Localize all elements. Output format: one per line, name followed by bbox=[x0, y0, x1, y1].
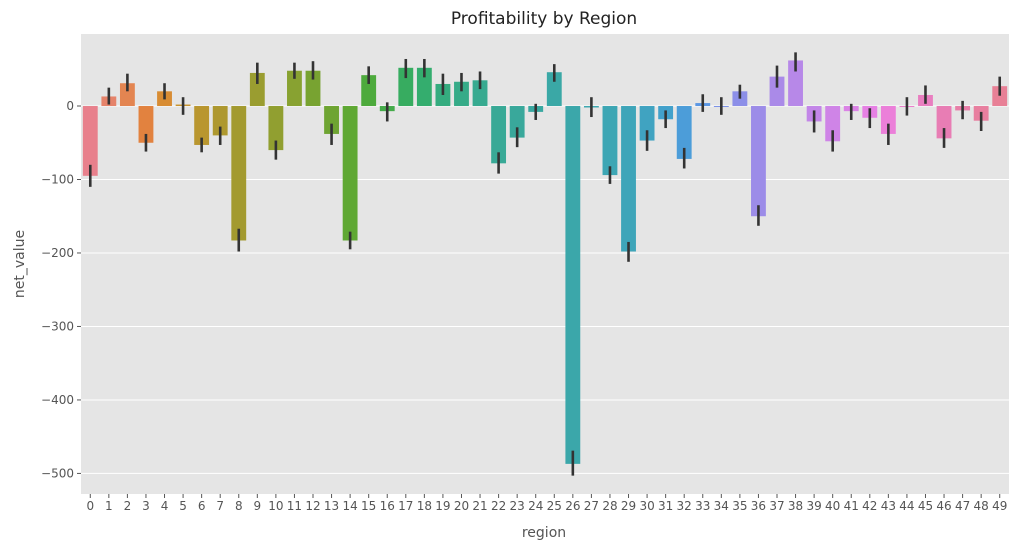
bar-14 bbox=[342, 106, 358, 241]
x-tick-label: 5 bbox=[179, 499, 187, 513]
bar-21 bbox=[472, 80, 488, 107]
x-tick-label: 24 bbox=[528, 499, 543, 513]
x-tick-label: 8 bbox=[235, 499, 243, 513]
bar-20 bbox=[454, 81, 469, 107]
x-tick-label: 9 bbox=[253, 499, 261, 513]
bar-26 bbox=[565, 106, 581, 464]
bar-36 bbox=[751, 106, 766, 217]
bar-40 bbox=[825, 106, 841, 142]
x-tick-label: 47 bbox=[955, 499, 970, 513]
x-tick-label: 41 bbox=[844, 499, 859, 513]
bar-17 bbox=[398, 67, 414, 107]
x-tick-label: 0 bbox=[86, 499, 94, 513]
x-tick-label: 10 bbox=[268, 499, 283, 513]
x-tick-label: 2 bbox=[124, 499, 132, 513]
y-tick-label: −300 bbox=[41, 319, 74, 333]
x-tick-label: 35 bbox=[732, 499, 747, 513]
x-tick-label: 34 bbox=[714, 499, 729, 513]
bar-6 bbox=[194, 106, 210, 145]
bar-22 bbox=[491, 106, 507, 164]
x-tick-label: 48 bbox=[974, 499, 989, 513]
x-tick-label: 28 bbox=[602, 499, 617, 513]
bar-12 bbox=[305, 70, 321, 107]
bar-10 bbox=[268, 106, 284, 151]
x-tick-label: 14 bbox=[342, 499, 357, 513]
bar-37 bbox=[769, 76, 785, 107]
x-axis-ticks: 0 1 2 3 4 5 6 7 8 9 10 11 12 13 14 15 16 17 18 19 20 21 22 23 24… bbox=[86, 494, 1007, 513]
x-tick-label: 13 bbox=[324, 499, 339, 513]
bar-46 bbox=[936, 106, 952, 139]
y-tick-label: −500 bbox=[41, 466, 74, 480]
x-axis-label: region bbox=[522, 525, 566, 541]
y-axis-ticks: −500 −400 −300 −200 −100 0 bbox=[41, 99, 81, 480]
x-tick-label: 11 bbox=[287, 499, 302, 513]
bar-28 bbox=[602, 106, 618, 176]
error-bars bbox=[88, 52, 1002, 476]
x-tick-label: 17 bbox=[398, 499, 413, 513]
x-tick-label: 20 bbox=[454, 499, 469, 513]
x-tick-label: 6 bbox=[198, 499, 206, 513]
bar-13 bbox=[324, 106, 339, 134]
bar-32 bbox=[676, 106, 692, 159]
x-tick-label: 45 bbox=[918, 499, 933, 513]
plot-area bbox=[81, 34, 1009, 494]
x-tick-label: 38 bbox=[788, 499, 803, 513]
bar-2 bbox=[119, 83, 135, 107]
bar-30 bbox=[639, 106, 655, 141]
x-tick-label: 21 bbox=[472, 499, 487, 513]
y-tick-label: 0 bbox=[66, 99, 74, 113]
bar-18 bbox=[416, 67, 432, 107]
x-tick-label: 30 bbox=[639, 499, 654, 513]
x-tick-label: 29 bbox=[621, 499, 636, 513]
chart-title: Profitability by Region bbox=[451, 9, 637, 29]
bar-3 bbox=[138, 106, 154, 143]
x-tick-label: 39 bbox=[806, 499, 821, 513]
x-tick-label: 22 bbox=[491, 499, 506, 513]
x-tick-label: 4 bbox=[161, 499, 169, 513]
x-tick-label: 19 bbox=[435, 499, 450, 513]
bars bbox=[82, 60, 1008, 464]
x-tick-label: 32 bbox=[677, 499, 692, 513]
bar-8 bbox=[231, 106, 247, 241]
x-tick-label: 26 bbox=[565, 499, 580, 513]
y-tick-label: −100 bbox=[41, 172, 74, 186]
x-tick-label: 44 bbox=[899, 499, 914, 513]
bar-15 bbox=[361, 75, 377, 107]
x-tick-label: 33 bbox=[695, 499, 710, 513]
y-tick-label: −400 bbox=[41, 393, 74, 407]
x-tick-label: 46 bbox=[936, 499, 951, 513]
x-tick-label: 49 bbox=[992, 499, 1007, 513]
x-tick-label: 16 bbox=[380, 499, 395, 513]
bar-29 bbox=[621, 106, 636, 252]
x-tick-label: 3 bbox=[142, 499, 150, 513]
x-tick-label: 23 bbox=[510, 499, 525, 513]
bar-23 bbox=[509, 106, 525, 138]
x-tick-label: 15 bbox=[361, 499, 376, 513]
x-tick-label: 36 bbox=[751, 499, 766, 513]
bar-9 bbox=[249, 72, 265, 107]
x-tick-label: 12 bbox=[305, 499, 320, 513]
y-tick-label: −200 bbox=[41, 246, 74, 260]
bar-0 bbox=[82, 106, 98, 176]
y-axis-label: net_value bbox=[12, 230, 28, 298]
x-tick-label: 18 bbox=[417, 499, 432, 513]
bar-43 bbox=[880, 106, 896, 134]
bar-49 bbox=[992, 86, 1008, 107]
bar-38 bbox=[788, 60, 803, 107]
x-tick-label: 42 bbox=[862, 499, 877, 513]
bar-11 bbox=[287, 70, 302, 107]
x-tick-label: 43 bbox=[881, 499, 896, 513]
x-tick-label: 40 bbox=[825, 499, 840, 513]
x-tick-label: 27 bbox=[584, 499, 599, 513]
x-tick-label: 1 bbox=[105, 499, 113, 513]
x-tick-label: 31 bbox=[658, 499, 673, 513]
x-tick-label: 7 bbox=[216, 499, 224, 513]
bar-25 bbox=[546, 72, 562, 107]
x-tick-label: 25 bbox=[547, 499, 562, 513]
bar-7 bbox=[212, 106, 228, 136]
x-tick-label: 37 bbox=[769, 499, 784, 513]
